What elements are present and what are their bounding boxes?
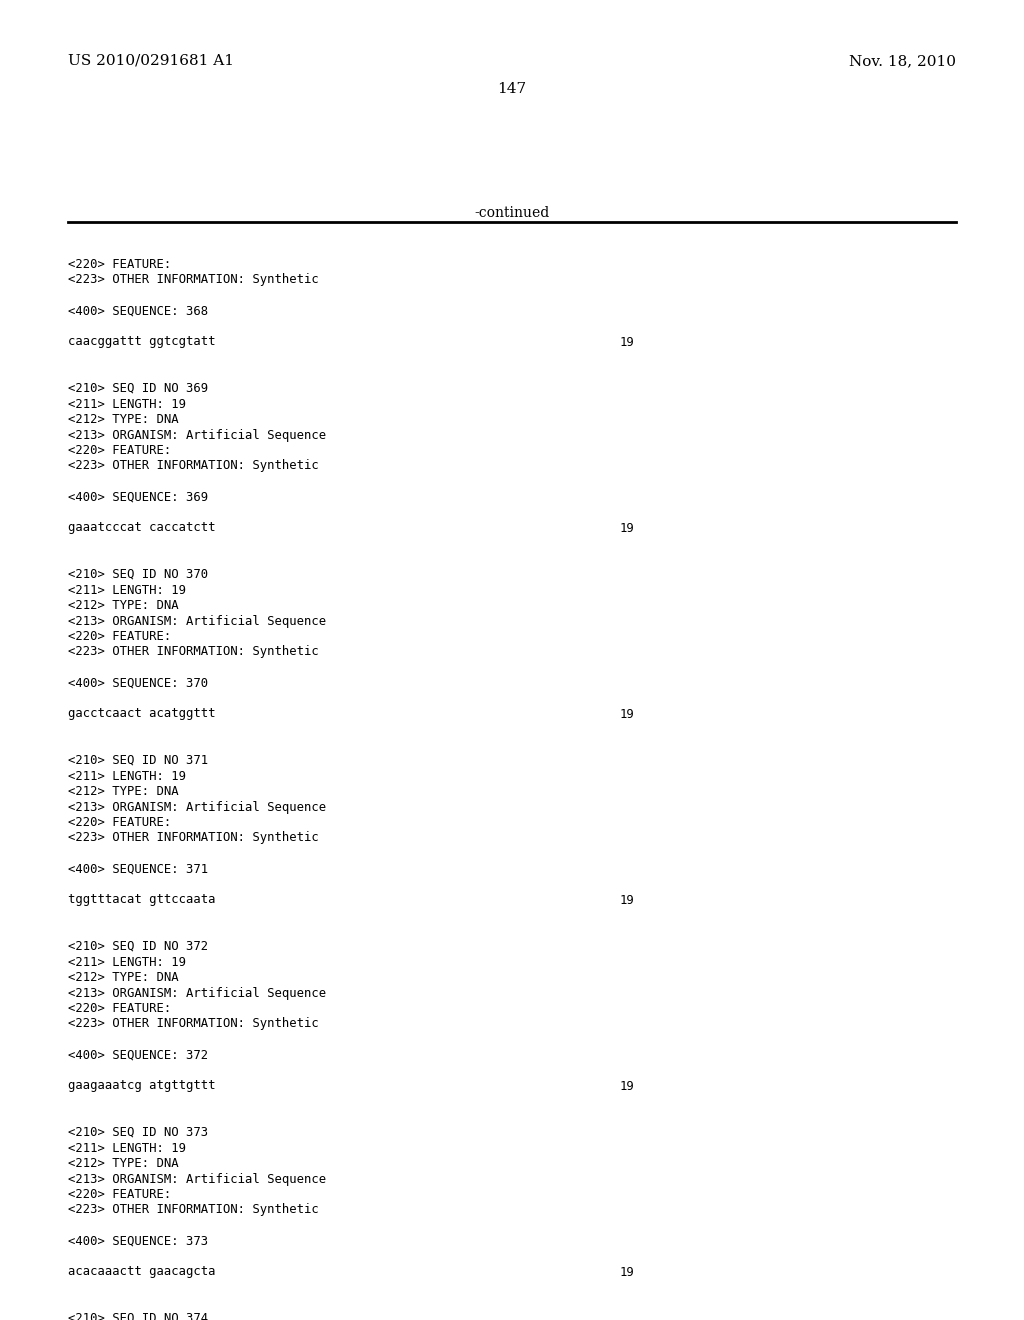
Text: <212> TYPE: DNA: <212> TYPE: DNA xyxy=(68,599,178,612)
Text: 19: 19 xyxy=(620,1266,635,1279)
Text: <400> SEQUENCE: 369: <400> SEQUENCE: 369 xyxy=(68,491,208,503)
Text: caacggattt ggtcgtatt: caacggattt ggtcgtatt xyxy=(68,335,215,348)
Text: <210> SEQ ID NO 372: <210> SEQ ID NO 372 xyxy=(68,940,208,953)
Text: acacaaactt gaacagcta: acacaaactt gaacagcta xyxy=(68,1266,215,1279)
Text: <400> SEQUENCE: 373: <400> SEQUENCE: 373 xyxy=(68,1234,208,1247)
Text: 19: 19 xyxy=(620,521,635,535)
Text: <211> LENGTH: 19: <211> LENGTH: 19 xyxy=(68,397,186,411)
Text: <211> LENGTH: 19: <211> LENGTH: 19 xyxy=(68,770,186,783)
Text: <213> ORGANISM: Artificial Sequence: <213> ORGANISM: Artificial Sequence xyxy=(68,986,326,999)
Text: <400> SEQUENCE: 371: <400> SEQUENCE: 371 xyxy=(68,862,208,875)
Text: <220> FEATURE:: <220> FEATURE: xyxy=(68,1002,171,1015)
Text: <213> ORGANISM: Artificial Sequence: <213> ORGANISM: Artificial Sequence xyxy=(68,800,326,813)
Text: <400> SEQUENCE: 370: <400> SEQUENCE: 370 xyxy=(68,676,208,689)
Text: <223> OTHER INFORMATION: Synthetic: <223> OTHER INFORMATION: Synthetic xyxy=(68,1018,318,1031)
Text: Nov. 18, 2010: Nov. 18, 2010 xyxy=(849,54,956,69)
Text: <213> ORGANISM: Artificial Sequence: <213> ORGANISM: Artificial Sequence xyxy=(68,615,326,627)
Text: <211> LENGTH: 19: <211> LENGTH: 19 xyxy=(68,1142,186,1155)
Text: 19: 19 xyxy=(620,1080,635,1093)
Text: <213> ORGANISM: Artificial Sequence: <213> ORGANISM: Artificial Sequence xyxy=(68,1172,326,1185)
Text: <210> SEQ ID NO 369: <210> SEQ ID NO 369 xyxy=(68,381,208,395)
Text: <210> SEQ ID NO 370: <210> SEQ ID NO 370 xyxy=(68,568,208,581)
Text: <220> FEATURE:: <220> FEATURE: xyxy=(68,444,171,457)
Text: <400> SEQUENCE: 368: <400> SEQUENCE: 368 xyxy=(68,305,208,318)
Text: gaagaaatcg atgttgttt: gaagaaatcg atgttgttt xyxy=(68,1080,215,1093)
Text: <223> OTHER INFORMATION: Synthetic: <223> OTHER INFORMATION: Synthetic xyxy=(68,1204,318,1217)
Text: tggtttacat gttccaata: tggtttacat gttccaata xyxy=(68,894,215,907)
Text: -continued: -continued xyxy=(474,206,550,220)
Text: <223> OTHER INFORMATION: Synthetic: <223> OTHER INFORMATION: Synthetic xyxy=(68,645,318,659)
Text: <211> LENGTH: 19: <211> LENGTH: 19 xyxy=(68,956,186,969)
Text: 19: 19 xyxy=(620,708,635,721)
Text: <211> LENGTH: 19: <211> LENGTH: 19 xyxy=(68,583,186,597)
Text: <220> FEATURE:: <220> FEATURE: xyxy=(68,1188,171,1201)
Text: <210> SEQ ID NO 373: <210> SEQ ID NO 373 xyxy=(68,1126,208,1139)
Text: <213> ORGANISM: Artificial Sequence: <213> ORGANISM: Artificial Sequence xyxy=(68,429,326,441)
Text: gaaatcccat caccatctt: gaaatcccat caccatctt xyxy=(68,521,215,535)
Text: 147: 147 xyxy=(498,82,526,96)
Text: <223> OTHER INFORMATION: Synthetic: <223> OTHER INFORMATION: Synthetic xyxy=(68,273,318,286)
Text: <210> SEQ ID NO 371: <210> SEQ ID NO 371 xyxy=(68,754,208,767)
Text: 19: 19 xyxy=(620,894,635,907)
Text: <210> SEQ ID NO 374: <210> SEQ ID NO 374 xyxy=(68,1312,208,1320)
Text: <220> FEATURE:: <220> FEATURE: xyxy=(68,816,171,829)
Text: <220> FEATURE:: <220> FEATURE: xyxy=(68,630,171,643)
Text: <223> OTHER INFORMATION: Synthetic: <223> OTHER INFORMATION: Synthetic xyxy=(68,832,318,845)
Text: <223> OTHER INFORMATION: Synthetic: <223> OTHER INFORMATION: Synthetic xyxy=(68,459,318,473)
Text: gacctcaact acatggttt: gacctcaact acatggttt xyxy=(68,708,215,721)
Text: <212> TYPE: DNA: <212> TYPE: DNA xyxy=(68,785,178,799)
Text: <400> SEQUENCE: 372: <400> SEQUENCE: 372 xyxy=(68,1048,208,1061)
Text: <212> TYPE: DNA: <212> TYPE: DNA xyxy=(68,1158,178,1170)
Text: <212> TYPE: DNA: <212> TYPE: DNA xyxy=(68,413,178,426)
Text: 19: 19 xyxy=(620,335,635,348)
Text: <212> TYPE: DNA: <212> TYPE: DNA xyxy=(68,972,178,983)
Text: <220> FEATURE:: <220> FEATURE: xyxy=(68,257,171,271)
Text: US 2010/0291681 A1: US 2010/0291681 A1 xyxy=(68,54,234,69)
